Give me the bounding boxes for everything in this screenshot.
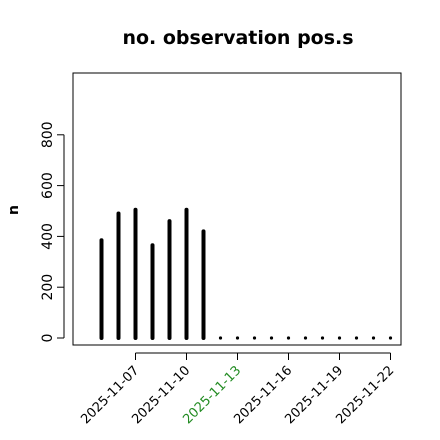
bar-zero-point [337,336,342,340]
y-tick-label: 0 [40,334,56,343]
bar-zero-point [252,336,257,340]
bar-zero-point [269,336,274,340]
y-tick-label: 400 [40,223,56,250]
y-tick-label: 800 [40,121,56,148]
bar-zero-point [371,336,376,340]
bar-zero-point [235,336,240,340]
bar-zero-point [388,336,393,340]
bar-zero-point [286,336,291,340]
plot-frame [72,72,402,346]
y-tick-label: 200 [40,274,56,301]
bar-series [99,207,393,340]
y-axis: 0 200 400 600 800 [40,121,65,343]
y-tick-label: 600 [40,172,56,199]
chart-title: no. observation pos.s [122,27,353,49]
y-axis-label: n [6,205,22,215]
bar-zero-point [320,336,325,340]
bar-zero-point [303,336,308,340]
bar-zero-point [218,336,223,340]
bar-zero-point [354,336,359,340]
